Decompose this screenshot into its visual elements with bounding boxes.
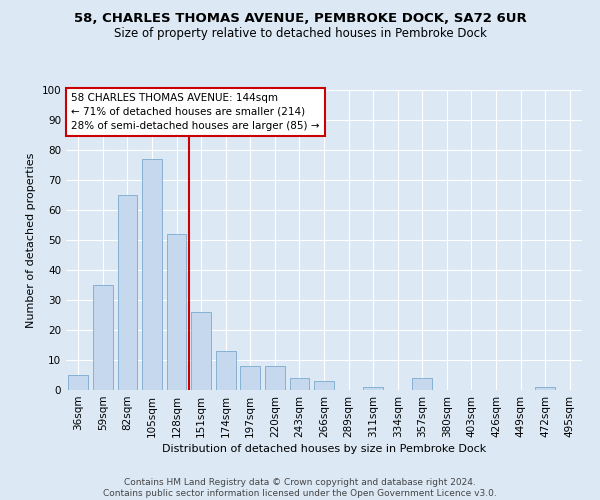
Bar	[118, 195, 137, 390]
Bar	[241, 366, 260, 390]
X-axis label: Distribution of detached houses by size in Pembroke Dock: Distribution of detached houses by size …	[162, 444, 486, 454]
Bar	[364, 387, 383, 390]
Bar	[412, 378, 432, 390]
Bar	[216, 351, 236, 390]
Text: Size of property relative to detached houses in Pembroke Dock: Size of property relative to detached ho…	[113, 28, 487, 40]
Text: 58, CHARLES THOMAS AVENUE, PEMBROKE DOCK, SA72 6UR: 58, CHARLES THOMAS AVENUE, PEMBROKE DOCK…	[74, 12, 526, 26]
Bar	[191, 312, 211, 390]
Bar	[290, 378, 309, 390]
Bar	[68, 375, 88, 390]
Bar	[314, 381, 334, 390]
Y-axis label: Number of detached properties: Number of detached properties	[26, 152, 36, 328]
Bar	[265, 366, 284, 390]
Text: Contains HM Land Registry data © Crown copyright and database right 2024.
Contai: Contains HM Land Registry data © Crown c…	[103, 478, 497, 498]
Bar	[167, 234, 187, 390]
Text: 58 CHARLES THOMAS AVENUE: 144sqm
← 71% of detached houses are smaller (214)
28% : 58 CHARLES THOMAS AVENUE: 144sqm ← 71% o…	[71, 93, 320, 131]
Bar	[535, 387, 555, 390]
Bar	[93, 285, 113, 390]
Bar	[142, 159, 162, 390]
